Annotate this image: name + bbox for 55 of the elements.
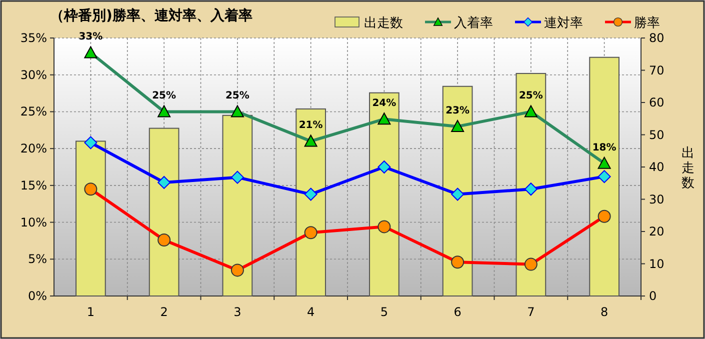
y2-tick-label: 70 (649, 63, 664, 78)
y2-tick-label: 10 (649, 256, 664, 271)
point (84, 136, 98, 150)
y-tick-label: 30% (20, 68, 47, 82)
data-label: 25% (152, 90, 176, 102)
bar (148, 128, 180, 296)
legend-label: 連対率 (544, 15, 583, 31)
legend-label: 出走数 (364, 16, 403, 31)
x-tick-label: 4 (306, 305, 315, 319)
x-tick-label: 6 (454, 305, 462, 319)
y-tick-label: 10% (20, 215, 47, 230)
bar (442, 86, 473, 296)
point (598, 170, 611, 184)
y2-tick-label: 30 (649, 192, 664, 206)
bar (76, 140, 106, 296)
x-tick-label: 2 (160, 305, 168, 319)
x-tick-label: 8 (600, 305, 608, 319)
bar (296, 108, 326, 296)
legend-label: 入着率 (454, 15, 493, 31)
data-label: 21% (298, 120, 323, 132)
data-label: 23% (446, 105, 470, 116)
point (451, 188, 464, 201)
bar (516, 72, 546, 296)
y-tick-label: 35% (20, 31, 47, 45)
x-tick-label: 7 (527, 305, 535, 319)
y2-axis-title: 出走数 (682, 146, 694, 191)
y2-tick-label: 80 (649, 31, 664, 45)
y2-tick-label: 0 (649, 289, 657, 303)
data-label: 18% (592, 142, 616, 154)
point (524, 182, 538, 196)
y2-tick-label: 50 (649, 128, 664, 142)
x-tick-label: 1 (86, 305, 95, 319)
point (158, 176, 171, 189)
y-tick-label: 20% (20, 142, 47, 156)
data-label: 24% (372, 98, 396, 110)
point (378, 160, 391, 174)
y-tick-label: 25% (20, 104, 47, 119)
data-label: 33% (78, 32, 103, 43)
bar (222, 114, 253, 296)
y2-tick-label: 40 (649, 160, 664, 174)
y2-tick-label: 60 (649, 96, 664, 110)
y-tick-label: 15% (20, 178, 47, 192)
legend-label: 勝率 (634, 15, 660, 31)
x-tick-label: 3 (234, 305, 242, 319)
y-tick-label: 0% (28, 289, 47, 303)
y-tick-label: 5% (28, 252, 47, 266)
chart-title: （枠番別)勝率、連対率、入着率 (50, 7, 252, 24)
bar (369, 92, 400, 296)
data-label: 25% (518, 90, 543, 102)
point (230, 170, 244, 184)
point (304, 188, 318, 201)
y2-tick-label: 20 (649, 224, 664, 238)
data-label: 25% (225, 90, 250, 102)
x-tick-label: 5 (380, 305, 388, 319)
bar (589, 56, 620, 296)
